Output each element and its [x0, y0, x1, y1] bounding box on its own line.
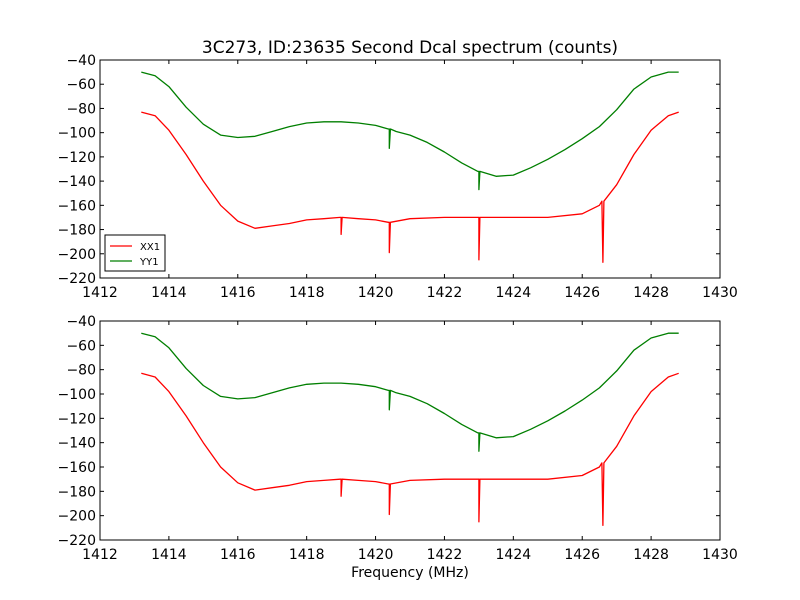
x-tick-label: 1420: [358, 285, 394, 301]
y-tick-label: −120: [58, 411, 96, 427]
chart-title: 3C273, ID:23635 Second Dcal spectrum (co…: [202, 38, 618, 58]
x-tick-label: 1422: [427, 547, 463, 563]
y-tick-label: −60: [66, 77, 96, 93]
plot-frame: [99, 320, 721, 541]
legend-label-yy1: YY1: [139, 257, 159, 268]
y-tick-label: −160: [58, 460, 96, 476]
x-tick-label: 1424: [496, 547, 532, 563]
y-tick-label: −40: [66, 53, 96, 69]
x-tick-label: 1422: [427, 285, 463, 301]
x-tick-label: 1418: [289, 285, 325, 301]
y-tick-label: −220: [58, 533, 96, 549]
y-tick-label: −140: [58, 174, 96, 190]
x-tick-label: 1414: [151, 547, 187, 563]
x-tick-label: 1426: [564, 547, 600, 563]
y-tick-label: −80: [66, 363, 96, 379]
series-line-yy1: [141, 71, 679, 191]
y-tick-label: −140: [58, 436, 96, 452]
x-tick-label: 1428: [633, 285, 669, 301]
y-tick-label: −120: [58, 150, 96, 166]
y-tick-label: −100: [58, 126, 96, 142]
x-tick-label: 1418: [289, 547, 325, 563]
x-tick-label: 1414: [151, 285, 187, 301]
top-spectrum-panel: 1412 1414 1416 1418 1420 1422 1424 1426 1428 1430…: [58, 53, 738, 301]
x-tick-label: 1416: [220, 285, 256, 301]
y-tick-label: −200: [58, 509, 96, 525]
y-tick-label: −200: [58, 247, 96, 263]
legend-label-xx1: XX1: [140, 242, 160, 253]
x-tick-label: 1412: [82, 285, 118, 301]
y-tick-label: −160: [58, 198, 96, 214]
x-axis-label: Frequency (MHz): [351, 565, 469, 581]
x-tick-label: 1420: [358, 547, 394, 563]
y-tick-label: −220: [58, 271, 96, 287]
x-tick-label: 1430: [702, 547, 738, 563]
y-tick-label: −60: [66, 338, 96, 354]
x-tick-label: 1426: [564, 285, 600, 301]
plot-frame: [99, 59, 721, 279]
bottom-spectrum-panel: 1412 1414 1416 1418 1420 1422 1424 1426 1428 1430…: [58, 314, 738, 563]
legend-box: [104, 234, 166, 272]
y-tick-label: −100: [58, 387, 96, 403]
x-tick-label: 1412: [82, 547, 118, 563]
x-tick-label: 1416: [220, 547, 256, 563]
y-tick-label: −180: [58, 484, 96, 500]
y-tick-label: −80: [66, 101, 96, 117]
x-tick-label: 1428: [633, 547, 669, 563]
x-tick-label: 1424: [496, 285, 532, 301]
series-line-series-2: [141, 332, 679, 452]
x-tick-label: 1430: [702, 285, 738, 301]
y-tick-label: −180: [58, 223, 96, 239]
y-tick-label: −40: [66, 314, 96, 330]
series-line-series-1: [141, 372, 679, 527]
series-line-xx1: [141, 111, 679, 263]
